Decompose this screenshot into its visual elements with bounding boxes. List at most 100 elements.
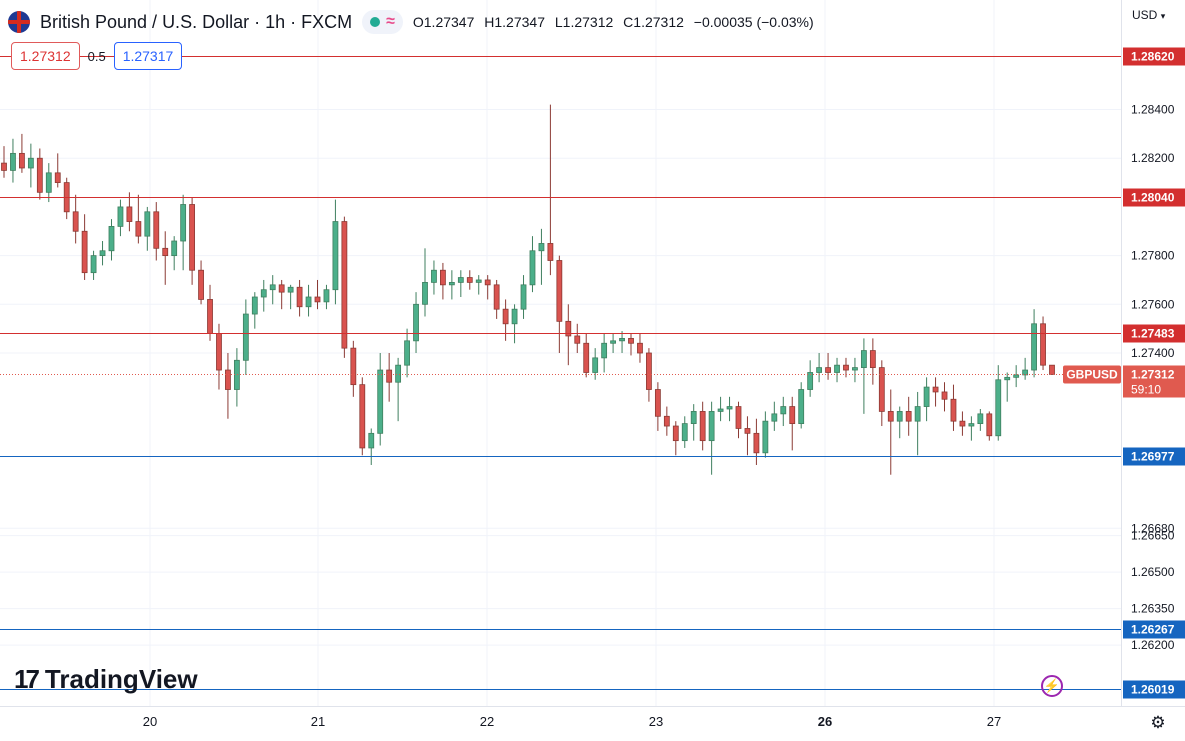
chart-grid <box>0 0 1121 706</box>
candle-body <box>968 423 975 427</box>
candle-body <box>359 384 366 449</box>
candle-body <box>260 289 267 298</box>
candle-body <box>860 350 867 369</box>
candle-body <box>887 411 894 422</box>
candle-body <box>305 296 312 308</box>
price-tick-label: 1.26200 <box>1131 638 1175 652</box>
candle-body <box>932 386 939 393</box>
candle-body <box>377 369 384 434</box>
price-tick-label: 1.26650 <box>1131 529 1175 543</box>
candle-body <box>628 337 634 344</box>
candle-body <box>484 279 491 286</box>
time-tick-label: 22 <box>480 714 494 729</box>
candle-body <box>726 406 733 410</box>
countdown-label: 59:10 <box>1131 383 1161 397</box>
candle-body <box>45 172 52 193</box>
time-tick-label: 21 <box>311 714 325 729</box>
candle-body <box>54 172 61 183</box>
candle-body <box>547 243 554 261</box>
gear-icon[interactable]: ⚙ <box>1150 713 1166 732</box>
time-tick-label: 23 <box>649 714 663 729</box>
candle-body <box>834 364 840 373</box>
candle-body <box>19 152 25 169</box>
time-axis[interactable]: 20 21 22 23 26 27 <box>143 714 1001 729</box>
current-price-label: 1.27312 <box>1131 368 1175 382</box>
ohlc-open: O1.27347 <box>412 14 475 30</box>
level-price-tag <box>1123 620 1185 639</box>
candle-body <box>663 415 670 427</box>
candle-body <box>654 389 661 417</box>
candle-body <box>440 269 446 286</box>
candle-body <box>807 372 814 390</box>
price-tick-label: 1.26500 <box>1131 565 1175 579</box>
uk-flag-icon <box>8 11 30 33</box>
current-price-tag <box>1123 365 1185 398</box>
candle-body <box>198 269 204 300</box>
candle-body <box>126 206 133 222</box>
candle-body <box>717 408 724 412</box>
candle-body <box>1004 376 1011 381</box>
level-price-tag <box>1123 447 1185 466</box>
candle-body <box>690 411 697 424</box>
candle-body <box>368 432 375 449</box>
candle-body <box>332 221 339 291</box>
candle-body <box>36 157 43 193</box>
candle-body <box>538 243 545 252</box>
candle-body <box>592 357 599 373</box>
currency-label: USD <box>1132 8 1158 22</box>
candle-body <box>610 340 616 344</box>
buy-button[interactable]: 1.27317 <box>113 42 183 70</box>
candle-body <box>466 277 473 283</box>
currency-selector[interactable]: USD ▾ <box>1132 8 1165 22</box>
lightning-icon[interactable]: ⚡ <box>1041 675 1063 697</box>
candle-body <box>278 284 285 293</box>
candle-body <box>995 379 1002 437</box>
level-tag-label: 1.27483 <box>1131 327 1175 341</box>
level-price-tag <box>1123 324 1185 343</box>
candle-body <box>672 425 679 442</box>
quote-panel: 1.27312 0.5 1.27317 <box>11 42 183 70</box>
sell-button[interactable]: 1.27312 <box>11 42 80 70</box>
candle-body <box>950 398 957 422</box>
market-status[interactable]: ≈ <box>362 10 403 34</box>
price-axis[interactable]: 1.28400 1.28200 1.27800 1.27600 1.27400 1.266… <box>1131 103 1175 653</box>
candle-body <box>878 367 885 412</box>
candle-body <box>108 226 115 252</box>
candle-body <box>771 413 778 422</box>
time-tick-label: 27 <box>987 714 1001 729</box>
candle-body <box>914 406 921 422</box>
candle-body <box>753 432 760 454</box>
candle-body <box>90 255 97 274</box>
horizontal-levels <box>0 56 1121 690</box>
wave-icon: ≈ <box>386 13 395 30</box>
candle-body <box>413 303 419 342</box>
candle-body <box>341 221 348 349</box>
candle-body <box>977 413 984 424</box>
candle-body <box>117 206 124 227</box>
level-price-tag <box>1123 680 1185 699</box>
ohlc-values: O1.27347 H1.27347 L1.27312 C1.27312 −0.0… <box>413 14 820 30</box>
candle-body <box>72 211 79 232</box>
tradingview-logo[interactable]: 17 TradingView <box>14 664 198 695</box>
candle-body <box>81 230 88 274</box>
candle-body <box>99 250 106 257</box>
candle-body <box>404 340 410 366</box>
candle-body <box>207 299 213 334</box>
ohlc-close: C1.27312 <box>623 14 684 30</box>
candle-body <box>1031 323 1037 371</box>
candle-body <box>422 281 428 305</box>
level-tag-label: 1.26267 <box>1131 623 1175 637</box>
candle-body <box>502 308 509 325</box>
candle-body <box>287 286 294 293</box>
candle-body <box>601 342 608 359</box>
candle-body <box>923 386 930 407</box>
logo-mark-icon: 17 <box>14 664 40 694</box>
candle-body <box>1013 374 1020 378</box>
candle-body <box>1022 369 1029 376</box>
symbol-title[interactable]: British Pound / U.S. Dollar · 1h · FXCM <box>40 11 353 32</box>
price-tick-label: 1.27800 <box>1131 249 1175 263</box>
candle-body <box>681 423 688 442</box>
chevron-down-icon: ▾ <box>1160 11 1166 21</box>
candle-body <box>762 420 769 454</box>
